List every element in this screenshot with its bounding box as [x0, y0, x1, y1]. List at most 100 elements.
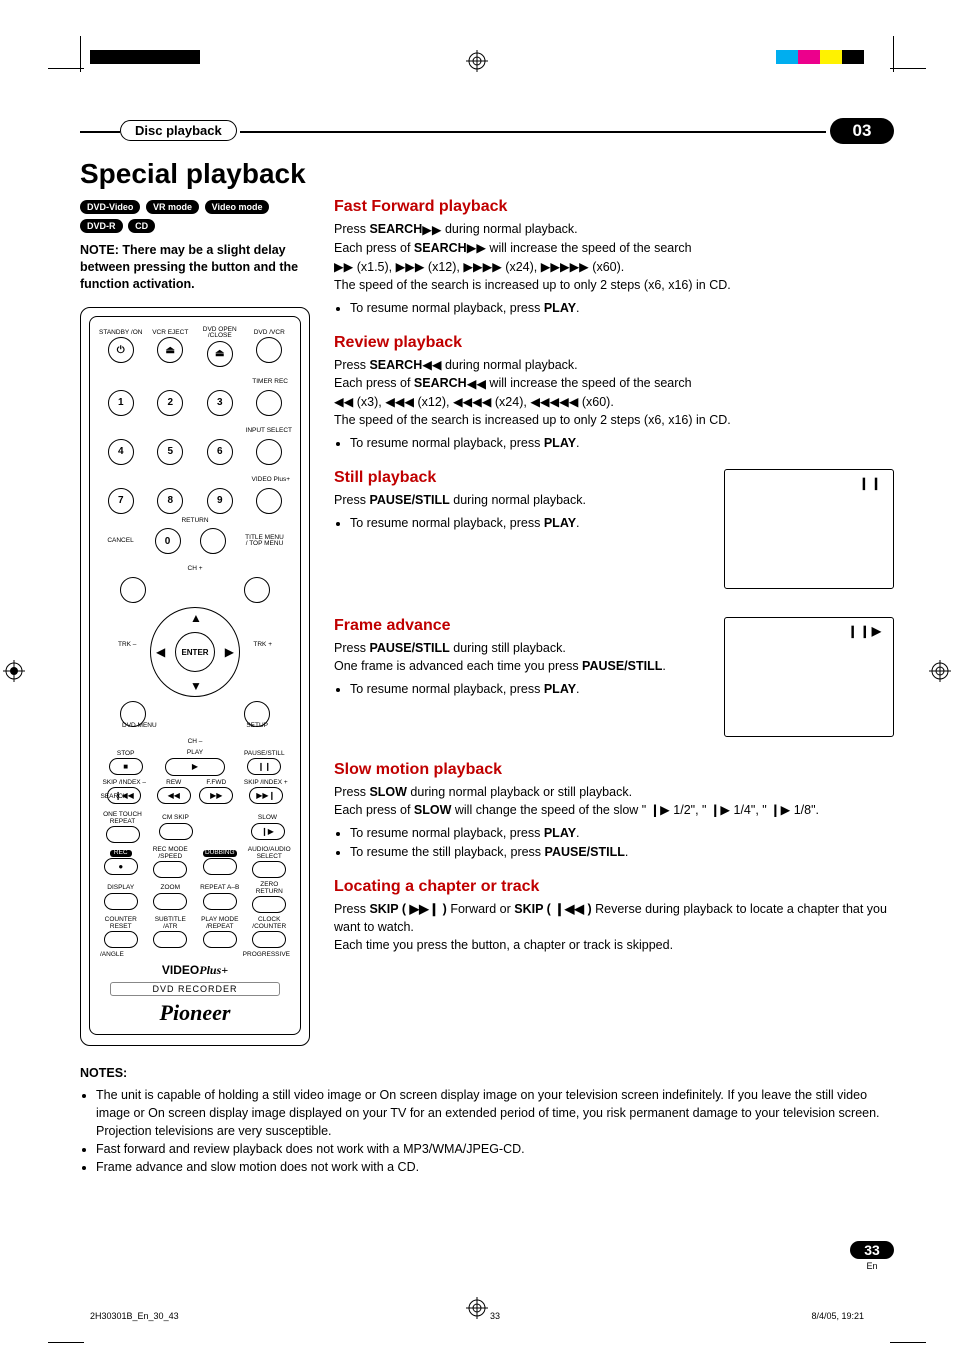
remote-label: SETUP — [246, 723, 268, 730]
remote-label: REC — [110, 850, 132, 857]
remote-label: CANCEL — [106, 538, 136, 545]
remote-label: REC MODE /SPEED — [148, 847, 192, 860]
registration-mark-icon — [466, 50, 488, 72]
video-plus-button — [256, 488, 282, 514]
section-slow-motion: Slow motion playback Press SLOW during n… — [334, 761, 894, 862]
footer-timestamp: 8/4/05, 19:21 — [811, 1311, 864, 1321]
num-3-button: 3 — [207, 390, 233, 416]
ffwd-button: ▶▶ — [199, 787, 233, 804]
remote-label: VIDEO Plus+ — [252, 476, 290, 483]
remote-label: RETURN — [181, 518, 208, 525]
section-frame-advance: ❙❙▶ Frame advance Press PAUSE/STILL duri… — [334, 617, 894, 737]
remote-label: CH – — [188, 738, 203, 745]
section-fast-forward: Fast Forward playback Press SEARCH ▶▶ du… — [334, 198, 894, 318]
zero-return-button — [252, 896, 286, 913]
subtitle-button — [153, 931, 187, 948]
remote-label: STANDBY /ON — [99, 330, 142, 337]
remote-diagram: STANDBY /ON⏻ VCR EJECT⏏ DVD OPEN /CLOSE⏏… — [80, 307, 310, 1046]
ffwd-icon: ▶▶ — [422, 221, 441, 239]
section-still: ❙❙ Still playback Press PAUSE/STILL duri… — [334, 469, 894, 589]
remote-label: F.FWD — [206, 780, 226, 787]
remote-label: PLAY MODE /REPEAT — [198, 917, 242, 930]
footer-page: 33 — [490, 1311, 500, 1321]
remote-label: PAUSE/STILL — [244, 751, 285, 758]
remote-label: INPUT SELECT — [246, 427, 292, 434]
note-item: Fast forward and review playback does no… — [96, 1140, 894, 1158]
remote-label: TRK – — [118, 642, 136, 649]
num-0-button: 0 — [155, 528, 181, 554]
section-review: Review playback Press SEARCH ◀◀ during n… — [334, 334, 894, 454]
rew-button: ◀◀ — [157, 787, 191, 804]
section-heading: Review playback — [334, 334, 894, 352]
badge: VR mode — [146, 200, 199, 214]
title-menu-button — [244, 577, 270, 603]
remote-label: SKIP /INDEX + — [244, 780, 288, 787]
standby-on-button: ⏻ — [108, 337, 134, 363]
clock-counter-button — [252, 931, 286, 948]
remote-label: ZERO RETURN — [247, 882, 291, 895]
ffwd-icon: ▶▶ — [334, 260, 357, 274]
return-button — [200, 528, 226, 554]
display-button — [104, 893, 138, 910]
enter-button: ENTER — [175, 632, 215, 672]
rew-icon: ◀◀ — [422, 356, 441, 374]
rew-icon: ◀◀ — [334, 395, 357, 409]
zoom-button — [153, 893, 187, 910]
section-title: Disc playback — [120, 120, 237, 141]
remote-label: ONE TOUCH REPEAT — [101, 812, 145, 825]
ffwd-icon: ▶▶▶▶▶ — [541, 260, 593, 274]
num-9-button: 9 — [207, 488, 233, 514]
stop-button: ■ — [109, 758, 143, 775]
badge: DVD-Video — [80, 200, 140, 214]
pause-still-button: ❙❙ — [247, 758, 281, 775]
ffwd-icon: ▶▶▶▶ — [463, 260, 505, 274]
num-7-button: 7 — [108, 488, 134, 514]
rew-icon: ◀◀◀◀◀ — [530, 395, 582, 409]
remote-label: CH + — [188, 565, 203, 572]
remote-label: TRK + — [253, 642, 272, 649]
note-item: The unit is capable of holding a still v… — [96, 1086, 894, 1140]
badge: CD — [128, 219, 155, 233]
page-number: 33 En — [850, 1241, 894, 1271]
remote-label: TIMER REC — [252, 378, 288, 385]
right-column: Fast Forward playback Press SEARCH ▶▶ du… — [334, 198, 894, 1046]
num-6-button: 6 — [207, 439, 233, 465]
slow-button: ❙▶ — [251, 823, 285, 840]
section-heading: Fast Forward playback — [334, 198, 894, 216]
badge: Video mode — [205, 200, 270, 214]
page-title: Special playback — [80, 158, 894, 190]
chapter-header: Disc playback 03 — [80, 120, 894, 146]
skip-fwd-button: ▶▶❙ — [249, 787, 283, 804]
notes-block: NOTES: The unit is capable of holding a … — [80, 1064, 894, 1177]
remote-label: SEARCH — [94, 794, 134, 801]
rew-icon: ◀◀ — [467, 375, 486, 393]
cm-skip-button — [159, 823, 193, 840]
delay-note: NOTE: There may be a slight delay betwee… — [80, 242, 310, 293]
remote-label: ZOOM — [161, 885, 181, 892]
section-locating: Locating a chapter or track Press SKIP (… — [334, 878, 894, 954]
dubbing-button — [203, 858, 237, 875]
remote-label: SUBTITLE /ATR — [148, 917, 192, 930]
ffwd-icon: ▶▶ — [467, 239, 486, 257]
tv-still-icon: ❙❙ — [724, 469, 894, 589]
dvd-vcr-button — [256, 337, 282, 363]
cancel-button — [120, 577, 146, 603]
media-badges: DVD-Video VR mode Video mode DVD-R CD — [80, 198, 310, 236]
pioneer-logo: Pioneer — [96, 1000, 294, 1026]
play-mode-button — [203, 931, 237, 948]
registration-mark-icon — [929, 660, 951, 682]
remote-label: CLOCK /COUNTER — [247, 917, 291, 930]
note-item: Frame advance and slow motion does not w… — [96, 1158, 894, 1176]
remote-label: STOP — [117, 751, 135, 758]
section-heading: Locating a chapter or track — [334, 878, 894, 896]
counter-reset-button — [104, 931, 138, 948]
remote-label: CM SKIP — [162, 815, 189, 822]
num-8-button: 8 — [157, 488, 183, 514]
footer-file: 2H30301B_En_30_43 — [90, 1311, 179, 1321]
chapter-number: 03 — [830, 118, 894, 144]
play-button: ▶ — [165, 758, 225, 776]
audio-select-button — [252, 861, 286, 878]
remote-label: DVD /VCR — [254, 330, 285, 337]
remote-label: AUDIO/AUDIO SELECT — [247, 847, 291, 860]
remote-label: DISPLAY — [107, 885, 134, 892]
